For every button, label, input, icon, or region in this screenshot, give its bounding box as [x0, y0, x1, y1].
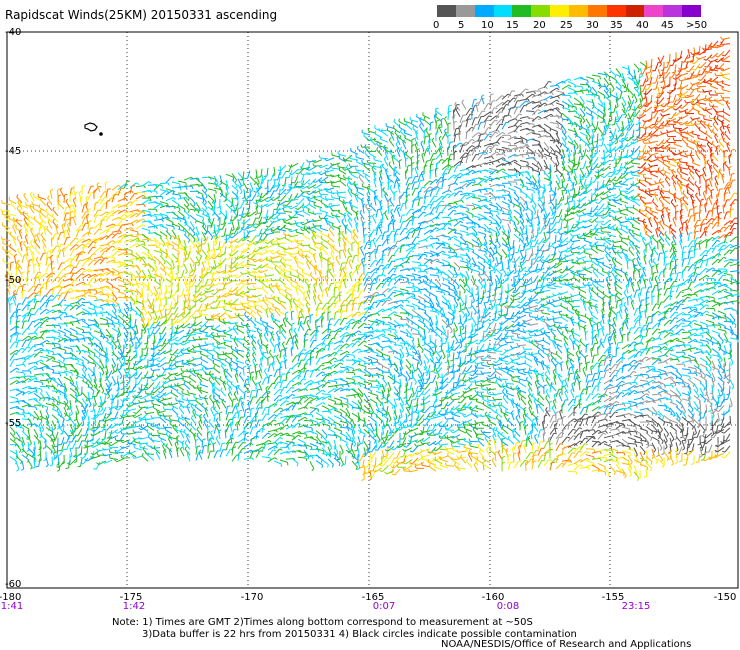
lon-label: -170 [240, 592, 264, 603]
colorbar-swatch [644, 5, 664, 17]
time-label: 1:42 [122, 601, 146, 612]
map-title: Rapidscat Winds(25KM) 20150331 ascending [5, 8, 278, 22]
colorbar-label: 0 [433, 20, 440, 31]
lat-label: -50 [5, 275, 22, 286]
colorbar-swatch [531, 5, 551, 17]
note-line-2: 3)Data buffer is 22 hrs from 20150331 4)… [142, 629, 577, 640]
lat-label: -55 [5, 418, 22, 429]
colorbar-swatch [663, 5, 683, 17]
colorbar-label: 5 [458, 20, 465, 31]
colorbar-label: 30 [586, 20, 599, 31]
credit: NOAA/NESDIS/Office of Research and Appli… [441, 639, 692, 650]
colorbar-swatch [606, 5, 626, 17]
colorbar-label: 20 [533, 20, 546, 31]
colorbar-swatch [625, 5, 645, 17]
colorbar-label: 40 [636, 20, 649, 31]
colorbar-swatch [512, 5, 532, 17]
colorbar-label: 15 [506, 20, 519, 31]
time-label: 0:07 [372, 601, 396, 612]
colorbar-label: 10 [481, 20, 494, 31]
colorbar-swatch [550, 5, 570, 17]
lat-label: -40 [5, 27, 22, 38]
colorbar-swatch [493, 5, 513, 17]
colorbar-swatch [474, 5, 494, 17]
colorbar-swatch [682, 5, 702, 17]
lon-label: -160 [481, 592, 505, 603]
colorbar-label: 25 [560, 20, 573, 31]
lat-label: -45 [5, 146, 22, 157]
note-line-1: Note: 1) Times are GMT 2)Times along bot… [112, 617, 533, 628]
time-label: 1:41 [0, 601, 24, 612]
colorbar-swatch [455, 5, 475, 17]
time-label: 0:08 [496, 601, 520, 612]
lon-label: -180 [0, 592, 22, 603]
colorbar-label: 45 [661, 20, 674, 31]
colorbar-swatch [587, 5, 607, 17]
wind-speed-colorbar [437, 5, 702, 17]
colorbar-swatch [437, 5, 456, 17]
lon-label: -155 [601, 592, 625, 603]
lat-label: -60 [5, 579, 22, 590]
lon-label: -165 [361, 592, 385, 603]
colorbar-swatch [569, 5, 588, 17]
map-frame [6, 31, 739, 589]
time-label: 23:15 [621, 601, 651, 612]
wind-barbs [0, 36, 740, 481]
lon-label: -150 [713, 592, 737, 603]
notes: Note: 1) Times are GMT 2)Times along bot… [112, 617, 577, 641]
colorbar-label: 35 [610, 20, 623, 31]
island-outline [84, 122, 103, 136]
lon-label: -175 [119, 592, 143, 603]
